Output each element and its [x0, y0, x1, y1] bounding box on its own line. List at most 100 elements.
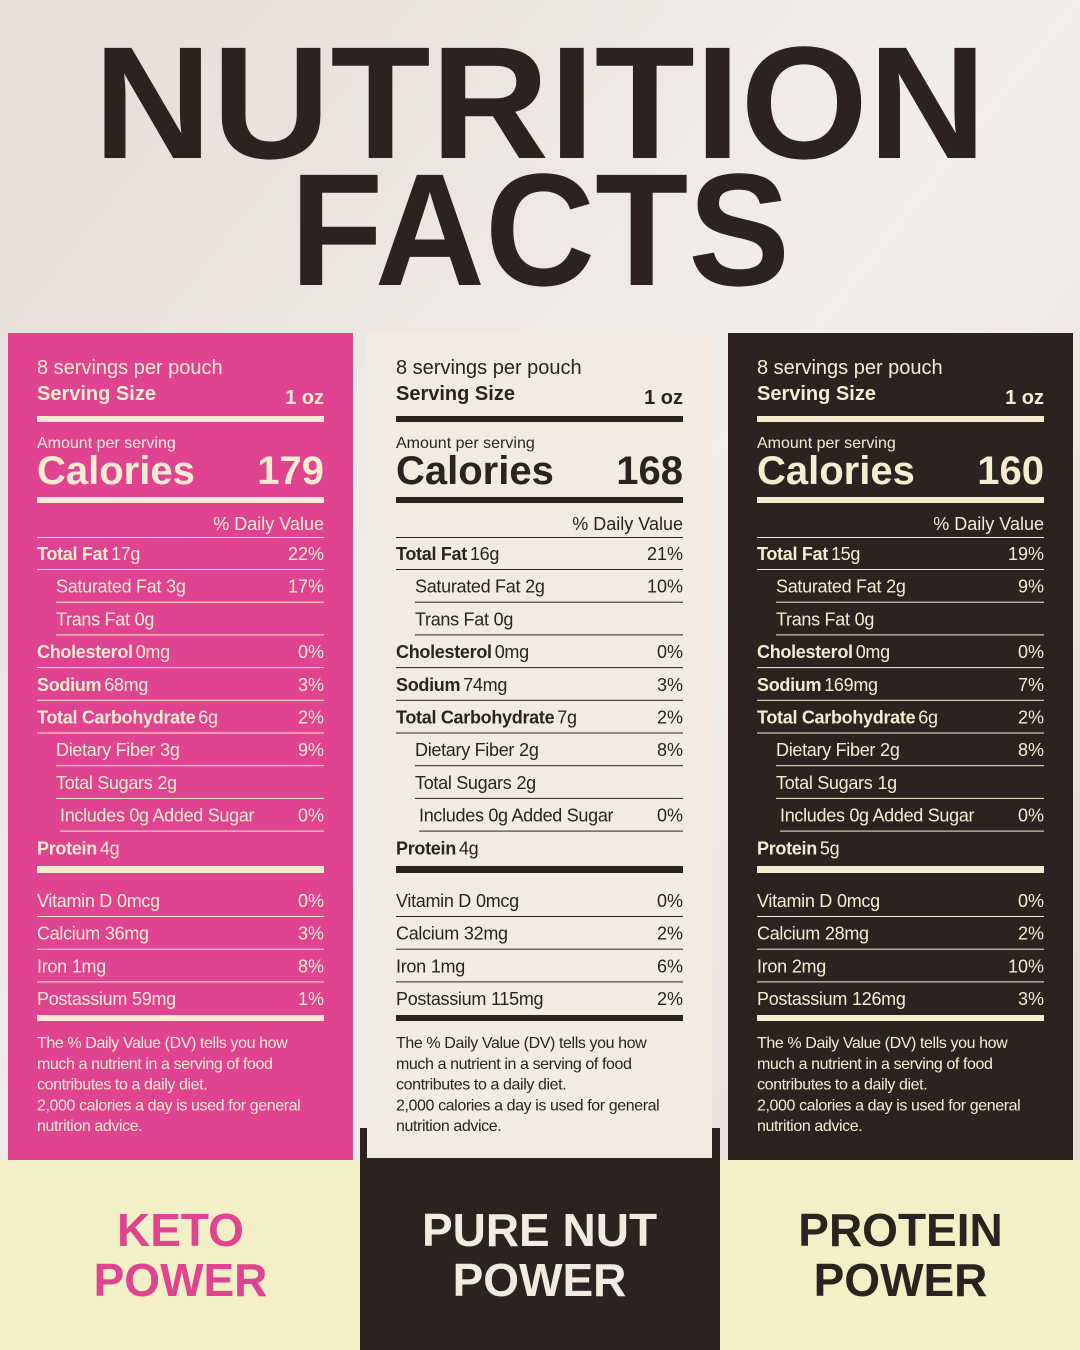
- servings: 8 servings per pouch: [396, 357, 582, 379]
- daily-value: 2%: [1018, 708, 1044, 728]
- calories-value: 160: [977, 449, 1044, 493]
- nutrient-row: Total Fat 15g: [757, 544, 860, 564]
- nutrient-label: Trans Fat: [415, 609, 489, 629]
- rule: [396, 981, 683, 983]
- footnote: contributes to a daily diet.: [37, 1077, 207, 1094]
- nutrient-amount: 5g: [820, 838, 839, 858]
- product-name: POWER: [94, 1254, 268, 1306]
- nutrient-label: Vitamin D: [37, 891, 112, 911]
- nutrient-label: Total Carbohydrate: [396, 708, 555, 728]
- footnote: nutrition advice.: [37, 1118, 142, 1135]
- daily-value: 10%: [1008, 956, 1044, 976]
- nutrient-amount: 2g: [886, 577, 905, 597]
- nutrient-amount: 1g: [877, 773, 896, 793]
- daily-value: 6%: [657, 956, 683, 976]
- nutrient-amount: 2mg: [792, 956, 826, 976]
- nutrient-label: Calcium: [396, 924, 459, 944]
- nutrient-label: Dietary Fiber: [776, 740, 875, 760]
- nutrient-row: Cholesterol 0mg: [396, 642, 529, 662]
- nutrient-label: Total Sugars: [56, 773, 153, 793]
- nutrient-row: Vitamin D 0mcg: [37, 891, 160, 911]
- nutrient-row: Protein 4g: [37, 838, 119, 858]
- serving-size-label: Serving Size: [757, 383, 876, 405]
- nutrient-amount: 36mg: [105, 924, 149, 944]
- daily-value: 3%: [1018, 989, 1044, 1009]
- calories-label: Calories: [396, 449, 554, 493]
- nutrient-row: Total Fat 17g: [37, 544, 140, 564]
- rule: [37, 1015, 324, 1021]
- rule: [415, 765, 683, 767]
- rule: [776, 634, 1044, 636]
- daily-value: 0%: [657, 891, 683, 911]
- rule: [37, 537, 324, 538]
- nutrient-label: Includes 0g Added Sugar: [60, 806, 255, 826]
- daily-value: 7%: [1018, 675, 1044, 695]
- footnote: nutrition advice.: [757, 1118, 862, 1135]
- middle-band: [360, 1128, 720, 1350]
- nutrient-row: Saturated Fat 3g: [56, 577, 186, 597]
- dv-header: % Daily Value: [213, 514, 324, 534]
- daily-value: 2%: [298, 708, 324, 728]
- nutrient-label: Cholesterol: [37, 642, 133, 662]
- nutrient-amount: 2g: [525, 577, 544, 597]
- rule: [757, 497, 1044, 503]
- nutrient-label: Vitamin D: [757, 891, 832, 911]
- rule: [396, 866, 683, 873]
- nutrient-label: Sodium: [396, 675, 460, 695]
- nutrient-label: Total Carbohydrate: [757, 708, 916, 728]
- nutrient-row: Iron 1mg: [37, 956, 106, 976]
- nutrient-row: Includes 0g Added Sugar: [419, 806, 614, 826]
- rule: [60, 830, 324, 832]
- nutrient-amount: 0mg: [136, 642, 170, 662]
- nutrient-label: Saturated Fat: [415, 577, 520, 597]
- footnote: much a nutrient in a serving of food: [37, 1056, 273, 1073]
- nutrient-amount: 115mg: [491, 989, 543, 1009]
- footnote: 2,000 calories a day is used for general: [757, 1097, 1020, 1114]
- nutrient-label: Saturated Fat: [776, 577, 881, 597]
- rule: [396, 732, 683, 734]
- daily-value: 3%: [298, 924, 324, 944]
- nutrient-amount: 6g: [918, 708, 937, 728]
- rule: [757, 948, 1044, 950]
- rule: [757, 416, 1044, 422]
- daily-value: 0%: [657, 806, 683, 826]
- nutrient-label: Total Sugars: [776, 773, 873, 793]
- nutrient-amount: 0g: [494, 609, 513, 629]
- nutrient-row: Sodium 169mg: [757, 675, 878, 695]
- nutrient-row: Postassium 115mg: [396, 989, 543, 1009]
- footnote: contributes to a daily diet.: [396, 1077, 566, 1094]
- daily-value: 2%: [657, 708, 683, 728]
- daily-value: 17%: [288, 577, 324, 597]
- panel: [8, 333, 353, 1160]
- footnote: The % Daily Value (DV) tells you how: [396, 1035, 647, 1052]
- nutrient-row: Protein 5g: [757, 838, 839, 858]
- amount-label: Amount per serving: [396, 435, 535, 452]
- amount-label: Amount per serving: [37, 435, 176, 452]
- daily-value: 9%: [298, 740, 324, 760]
- nutrient-row: Saturated Fat 2g: [776, 577, 906, 597]
- panel: [728, 333, 1073, 1160]
- nutrient-amount: 28mg: [825, 924, 869, 944]
- nutrient-amount: 16g: [470, 544, 499, 564]
- nutrient-row: Trans Fat 0g: [56, 609, 154, 629]
- rule: [757, 866, 1044, 873]
- nutrient-label: Postassium: [396, 989, 486, 1009]
- calories-label: Calories: [757, 449, 915, 493]
- nutrient-amount: 3g: [160, 740, 179, 760]
- nutrient-label: Dietary Fiber: [415, 740, 514, 760]
- rule: [415, 797, 683, 799]
- nutrient-row: Iron 2mg: [757, 956, 826, 976]
- nutrient-label: Iron: [396, 956, 426, 976]
- nutrient-amount: 2g: [157, 773, 176, 793]
- nutrient-label: Trans Fat: [56, 609, 130, 629]
- nutrient-row: Total Sugars 2g: [56, 773, 177, 793]
- rule: [396, 948, 683, 950]
- rule: [37, 416, 324, 422]
- nutrient-amount: 0mcg: [476, 891, 519, 911]
- rule: [757, 1015, 1044, 1021]
- nutrient-label: Total Fat: [757, 544, 828, 564]
- page-title: NUTRITION: [94, 13, 987, 192]
- nutrient-label: Total Carbohydrate: [37, 708, 196, 728]
- nutrient-row: Calcium 32mg: [396, 924, 508, 944]
- daily-value: 2%: [657, 989, 683, 1009]
